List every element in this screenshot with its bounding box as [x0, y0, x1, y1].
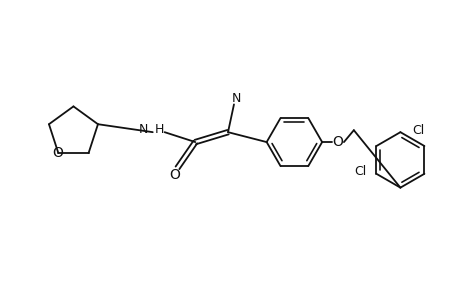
- Text: N: N: [138, 123, 147, 136]
- Text: O: O: [169, 168, 179, 182]
- Text: H: H: [154, 123, 164, 136]
- Text: O: O: [332, 135, 343, 149]
- Text: Cl: Cl: [353, 165, 366, 178]
- Text: N: N: [231, 92, 240, 105]
- Text: Cl: Cl: [411, 124, 424, 137]
- Text: O: O: [52, 146, 62, 160]
